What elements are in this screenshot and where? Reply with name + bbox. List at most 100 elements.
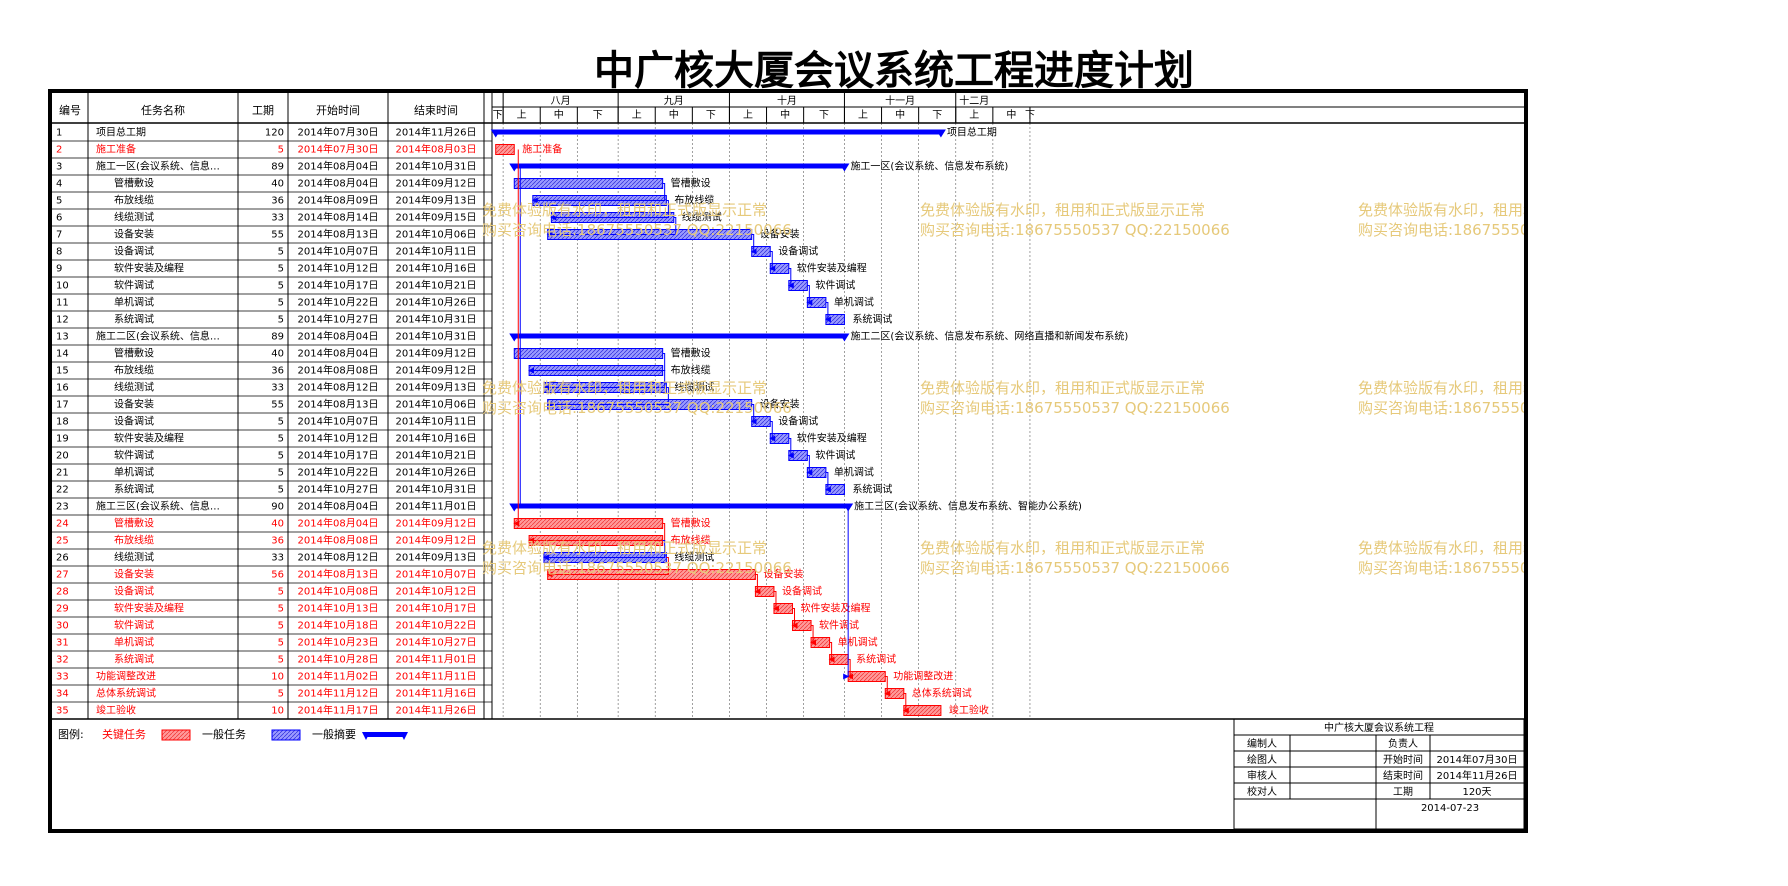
task-bar xyxy=(884,688,905,699)
task-end: 2014年08月03日 xyxy=(396,143,477,156)
watermark-line: 免费体验版有水印，租用和正式版显示正常 xyxy=(482,379,768,397)
task-id: 4 xyxy=(56,179,62,190)
task-bar-label: 软件安装及编程 xyxy=(797,432,867,445)
task-bar xyxy=(792,620,812,631)
task-bar-label: 设备安装 xyxy=(760,228,800,241)
period-header: 下 xyxy=(932,110,942,121)
task-duration: 33 xyxy=(271,383,284,394)
task-bar-label: 系统调试 xyxy=(856,653,896,666)
task-id: 35 xyxy=(56,706,69,717)
task-end: 2014年10月26日 xyxy=(396,296,477,309)
watermark-line: 购买咨询电话:18675550537 QQ:22150066 xyxy=(482,559,792,577)
watermark-line: 免费体验版有水印，租用和正式版显示正常 xyxy=(482,539,768,557)
task-id: 5 xyxy=(56,196,62,207)
task-end: 2014年09月13日 xyxy=(396,551,477,564)
task-bar xyxy=(806,467,827,478)
summary-bar-start-cap xyxy=(509,503,520,512)
task-name: 线缆测试 xyxy=(114,551,154,564)
task-duration: 90 xyxy=(271,502,284,513)
task-end: 2014年10月16日 xyxy=(396,262,477,275)
task-end: 2014年09月12日 xyxy=(396,534,477,547)
info-cell: 审核人 xyxy=(1247,769,1277,782)
task-start: 2014年10月22日 xyxy=(298,296,379,309)
task-bar-label: 施工准备 xyxy=(522,143,562,156)
task-name: 施工二区(会议系统、信息… xyxy=(96,330,220,343)
info-cell: 校对人 xyxy=(1247,785,1277,798)
watermark: 免费体验版有水印，租用和正式版显示正常购买咨询电话:18675550537 QQ… xyxy=(482,378,792,418)
summary-bar-label: 施工二区(会议系统、信息发布系统、网络直播和新闻发布系统) xyxy=(850,330,1128,343)
task-bar-label: 设备调试 xyxy=(778,245,818,258)
watermark-line: 购买咨询电话:18675550537 QQ:22150066 xyxy=(920,221,1230,239)
task-end: 2014年11月11日 xyxy=(396,670,477,683)
summary-bar xyxy=(514,163,845,169)
task-duration: 33 xyxy=(271,213,284,224)
task-end: 2014年09月12日 xyxy=(396,347,477,360)
task-duration: 36 xyxy=(271,536,284,547)
task-duration: 5 xyxy=(278,604,284,615)
dependency-arrow xyxy=(550,200,669,221)
task-bar-label: 软件调试 xyxy=(819,619,859,632)
page-title: 中广核大厦会议系统工程进度计划 xyxy=(594,47,1194,94)
task-bar-label: 管槽敷设 xyxy=(671,347,711,360)
task-name: 功能调整改进 xyxy=(96,670,156,683)
task-end: 2014年10月21日 xyxy=(396,279,477,292)
task-duration: 5 xyxy=(278,434,284,445)
task-duration: 5 xyxy=(278,315,284,326)
dependency-arrow xyxy=(542,370,666,391)
task-start: 2014年08月14日 xyxy=(298,211,379,224)
period-header: 中 xyxy=(1006,108,1016,121)
task-id: 15 xyxy=(56,366,69,377)
task-start: 2014年10月17日 xyxy=(298,449,379,462)
task-name: 软件调试 xyxy=(114,449,154,462)
task-name: 软件安装及编程 xyxy=(114,262,184,275)
task-id: 34 xyxy=(56,689,69,700)
dependency-arrow xyxy=(791,608,798,629)
info-cell: 结束时间 xyxy=(1383,769,1423,782)
task-start: 2014年08月13日 xyxy=(298,568,379,581)
month-header: 十一月 xyxy=(885,94,915,107)
period-header: 上 xyxy=(969,109,979,121)
task-duration: 33 xyxy=(271,553,284,564)
legend-normal-swatch xyxy=(271,729,301,741)
dependency-arrow xyxy=(528,523,666,544)
task-bar xyxy=(806,297,827,308)
task-duration: 40 xyxy=(271,519,284,530)
task-duration: 55 xyxy=(271,230,284,241)
task-duration: 5 xyxy=(278,417,284,428)
task-duration: 5 xyxy=(278,468,284,479)
task-id: 21 xyxy=(56,468,69,479)
task-end: 2014年10月27日 xyxy=(396,636,477,649)
task-id: 32 xyxy=(56,655,69,666)
info-cell: 2014年07月30日 xyxy=(1437,753,1518,766)
task-duration: 5 xyxy=(278,451,284,462)
summary-bar xyxy=(514,333,845,339)
task-start: 2014年08月04日 xyxy=(298,517,379,530)
gantt-chart: 编号 任务名称 工期 开始时间 结束时间八月 九月 十月 十一月 十二月下上中下上中下上中下上中… xyxy=(52,93,1524,829)
task-id: 29 xyxy=(56,604,69,615)
task-name: 施工三区(会议系统、信息… xyxy=(96,500,220,513)
task-bar-label: 布放线缆 xyxy=(671,534,711,547)
task-start: 2014年07月30日 xyxy=(298,126,379,139)
summary-bar-start-cap xyxy=(509,163,520,172)
task-bar xyxy=(751,246,771,257)
task-end: 2014年10月31日 xyxy=(396,313,477,326)
column-header-end: 结束时间 xyxy=(414,104,458,117)
task-bar-label: 管槽敷设 xyxy=(671,517,711,530)
task-name: 软件调试 xyxy=(114,279,154,292)
dependency-arrow xyxy=(810,625,817,646)
task-name: 设备调试 xyxy=(114,585,154,598)
task-bar-label: 总体系统调试 xyxy=(912,687,972,700)
task-start: 2014年10月13日 xyxy=(298,602,379,615)
task-end: 2014年10月11日 xyxy=(396,415,477,428)
task-bar xyxy=(829,654,849,665)
task-bar-label: 线缆测试 xyxy=(682,211,722,224)
watermark-line: 购买咨询电话:18675550537 QQ:22150066 xyxy=(1358,221,1524,239)
task-start: 2014年08月12日 xyxy=(298,381,379,394)
dependency-arrow xyxy=(769,251,776,272)
watermark-line: 免费体验版有水印，租用和正式版显示正常 xyxy=(1358,539,1524,557)
watermark-line: 免费体验版有水印，租用和正式版显示正常 xyxy=(920,201,1206,219)
task-bar-label: 单机调试 xyxy=(834,466,874,479)
info-cell: 120天 xyxy=(1462,787,1491,798)
task-bar-label: 设备安装 xyxy=(763,568,803,581)
task-name: 系统调试 xyxy=(114,483,154,496)
